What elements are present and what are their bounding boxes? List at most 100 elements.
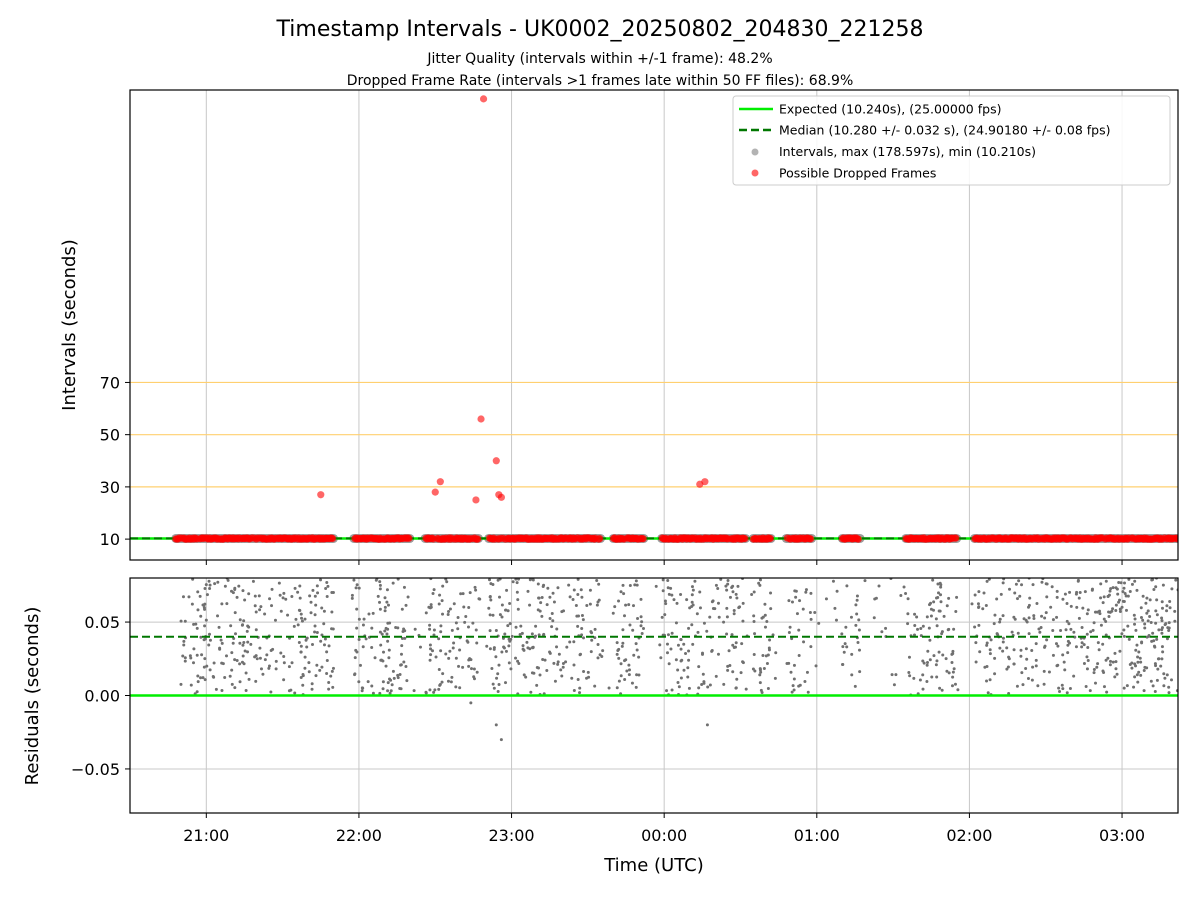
- residual-point: [567, 583, 571, 587]
- residual-point: [977, 590, 981, 594]
- residual-point: [670, 688, 674, 692]
- residual-point: [669, 586, 673, 590]
- residual-point: [1122, 686, 1126, 690]
- residual-point: [404, 665, 408, 669]
- residual-point: [235, 595, 239, 599]
- residual-point: [654, 584, 658, 588]
- chart-title: Timestamp Intervals - UK0002_20250802_20…: [276, 17, 924, 42]
- residual-point: [1034, 658, 1038, 662]
- residual-point: [1061, 653, 1065, 657]
- residual-point: [628, 583, 632, 587]
- dropped-frame-point: [952, 534, 960, 542]
- dropped-frame-point: [474, 535, 482, 543]
- residual-point: [315, 584, 319, 588]
- residual-point: [438, 593, 442, 597]
- residual-point: [182, 643, 186, 647]
- residual-point: [452, 602, 456, 606]
- residual-point: [1055, 615, 1059, 619]
- residual-point: [497, 682, 501, 686]
- residual-point: [243, 649, 247, 653]
- residual-point: [440, 599, 444, 603]
- residual-point: [253, 604, 257, 608]
- residual-point: [581, 636, 585, 640]
- residual-point: [1102, 595, 1106, 599]
- residual-point: [388, 691, 392, 695]
- residual-point: [710, 649, 714, 653]
- residual-point: [985, 664, 989, 668]
- residual-point: [196, 590, 200, 594]
- residual-point: [220, 641, 224, 645]
- residual-point: [271, 647, 275, 651]
- residual-point: [355, 607, 359, 611]
- residual-point: [1145, 611, 1149, 615]
- residual-point: [326, 584, 330, 588]
- residual-point: [1020, 583, 1024, 587]
- residual-outlier: [499, 738, 503, 742]
- residual-point: [1081, 606, 1085, 610]
- residual-point: [293, 586, 297, 590]
- residual-point: [676, 668, 680, 672]
- residual-point: [456, 627, 460, 631]
- residual-point: [790, 600, 794, 604]
- residual-point: [310, 682, 314, 686]
- residual-point: [1141, 618, 1145, 622]
- residual-point: [595, 578, 599, 582]
- residual-point: [932, 600, 936, 604]
- residual-point: [1091, 628, 1095, 632]
- residual-point: [787, 661, 791, 665]
- residual-point: [1034, 642, 1038, 646]
- residual-point: [428, 623, 432, 627]
- residual-point: [364, 637, 368, 641]
- residual-point: [530, 646, 534, 650]
- residual-point: [659, 656, 663, 660]
- x-tick-label: 22:00: [336, 826, 382, 845]
- residual-point: [809, 617, 813, 621]
- residual-point: [382, 650, 386, 654]
- residual-point: [907, 655, 911, 659]
- residual-point: [290, 594, 294, 598]
- residual-point: [533, 634, 537, 638]
- dropped-frame-point: [405, 534, 413, 542]
- residual-point: [1145, 666, 1149, 670]
- residual-point: [181, 654, 185, 658]
- residual-point: [378, 607, 382, 611]
- residual-point: [670, 593, 674, 597]
- residual-point: [758, 578, 762, 582]
- intervals-y-axis-label: Intervals (seconds): [59, 239, 80, 411]
- residual-point: [985, 579, 989, 583]
- residual-point: [1082, 662, 1086, 666]
- residual-point: [473, 585, 477, 589]
- residual-point: [855, 598, 859, 602]
- residual-point: [809, 591, 813, 595]
- residual-point: [305, 636, 309, 640]
- residual-point: [872, 616, 876, 620]
- residual-point: [1090, 588, 1094, 592]
- residual-point: [536, 582, 540, 586]
- residual-point: [514, 578, 518, 581]
- residual-point: [854, 623, 858, 627]
- residual-point: [856, 641, 860, 645]
- residual-point: [192, 622, 196, 626]
- residual-point: [516, 598, 520, 602]
- residual-point: [187, 595, 191, 599]
- residual-point: [1173, 619, 1177, 623]
- residual-point: [725, 615, 729, 619]
- residual-point: [833, 606, 837, 610]
- residual-point: [500, 650, 504, 654]
- residual-point: [884, 626, 888, 630]
- residual-point: [934, 663, 938, 667]
- residual-point: [1019, 648, 1023, 652]
- residual-point: [940, 630, 944, 634]
- residual-point: [541, 657, 545, 661]
- residual-point: [935, 659, 939, 663]
- residual-point: [516, 659, 520, 663]
- residual-point: [1058, 689, 1062, 693]
- residual-point: [472, 677, 476, 681]
- residual-point: [572, 688, 576, 692]
- residual-point: [355, 650, 359, 654]
- residual-point: [488, 629, 492, 633]
- residual-point: [773, 676, 777, 680]
- residual-point: [390, 683, 394, 687]
- residual-point: [402, 585, 406, 589]
